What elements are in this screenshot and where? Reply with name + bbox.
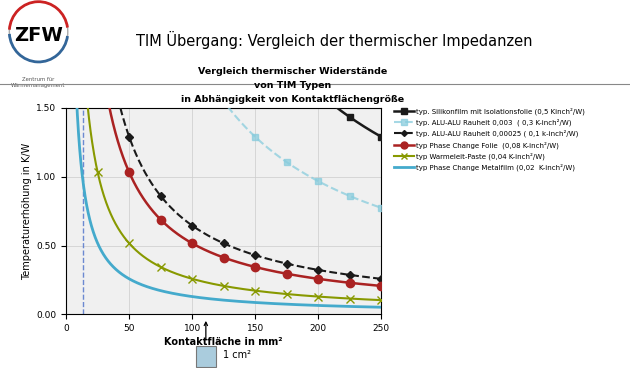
- Text: Zentrum für
Wärmemanagement: Zentrum für Wärmemanagement: [11, 77, 66, 88]
- Text: 1 cm²: 1 cm²: [223, 350, 251, 360]
- Y-axis label: Temperaturerhöhung in K/W: Temperaturerhöhung in K/W: [22, 142, 32, 280]
- X-axis label: Kontaktfläche in mm²: Kontaktfläche in mm²: [164, 337, 283, 347]
- Text: ZFW: ZFW: [14, 26, 63, 45]
- Text: Vergleich thermischer Widerstände: Vergleich thermischer Widerstände: [198, 67, 387, 76]
- Legend: typ. Silikonfilm mit Isolationsfolie (0,5 Kinch²/W), typ. ALU-ALU Rauheit 0,003 : typ. Silikonfilm mit Isolationsfolie (0,…: [394, 107, 585, 171]
- Text: TIM Übergang: Vergleich der thermischer Impedanzen: TIM Übergang: Vergleich der thermischer …: [135, 31, 532, 49]
- Text: in Abhängigkeit von Kontaktflächengröße: in Abhängigkeit von Kontaktflächengröße: [181, 95, 404, 104]
- Text: von TIM Typen: von TIM Typen: [255, 81, 331, 90]
- Bar: [197, 346, 215, 367]
